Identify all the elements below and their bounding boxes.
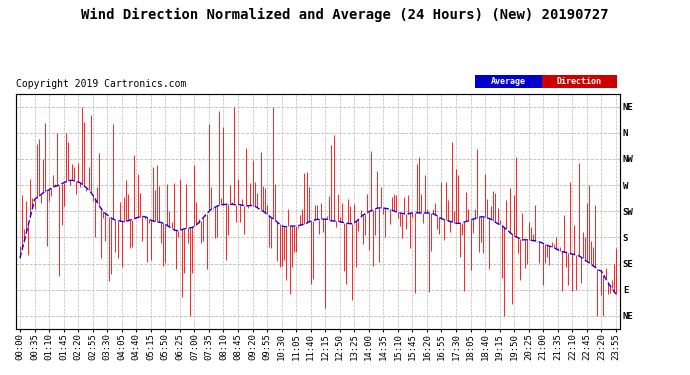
FancyBboxPatch shape [542, 75, 617, 88]
Text: Wind Direction Normalized and Average (24 Hours) (New) 20190727: Wind Direction Normalized and Average (2… [81, 8, 609, 22]
Text: Direction: Direction [557, 76, 602, 86]
Text: Copyright 2019 Cartronics.com: Copyright 2019 Cartronics.com [16, 80, 186, 89]
Text: Average: Average [491, 76, 526, 86]
FancyBboxPatch shape [475, 75, 542, 88]
